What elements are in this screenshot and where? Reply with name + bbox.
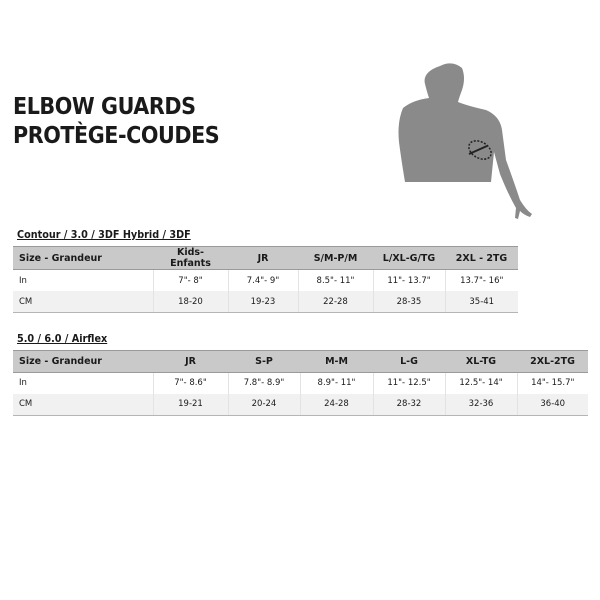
cell: 28-35 bbox=[372, 291, 445, 313]
cell: 32-36 bbox=[444, 393, 517, 416]
title-en: ELBOW GUARDS bbox=[13, 94, 196, 120]
cell: 14"- 15.7" bbox=[516, 372, 588, 394]
cell: 7.4"- 9" bbox=[227, 269, 298, 291]
table-row: CM 18-20 19-23 22-28 28-35 35-41 bbox=[13, 291, 518, 313]
header-cell: L/XL-G/TG bbox=[373, 246, 445, 270]
cell: 18-20 bbox=[152, 291, 228, 313]
header-row: Size - Grandeur Kids-Enfants JR S/M-P/M … bbox=[13, 246, 518, 270]
arm-measurement-figure bbox=[398, 63, 532, 219]
header-cell: L-G bbox=[373, 350, 445, 373]
cell: 12.5"- 14" bbox=[444, 372, 517, 394]
cell: In bbox=[19, 378, 27, 388]
table-row: In 7"- 8.6" 7.8"- 8.9" 8.9"- 11" 11"- 12… bbox=[13, 372, 588, 394]
size-table-contour: Size - Grandeur Kids-Enfants JR S/M-P/M … bbox=[13, 246, 518, 313]
cell: In bbox=[19, 275, 27, 286]
title-fr: PROTÈGE-COUDES bbox=[13, 123, 220, 149]
cell: 7"- 8.6" bbox=[152, 372, 228, 394]
cell: 19-21 bbox=[152, 393, 228, 416]
header-cell: 2XL-2TG bbox=[517, 350, 588, 373]
size-table-airflex: Size - Grandeur JR S-P M-M L-G XL-TG 2XL… bbox=[13, 350, 588, 416]
table-row: CM 19-21 20-24 24-28 28-32 32-36 36-40 bbox=[13, 393, 588, 416]
cell: 22-28 bbox=[297, 291, 373, 313]
header-cell: Kids-Enfants bbox=[153, 246, 228, 270]
cell: 7"- 8" bbox=[152, 269, 228, 291]
table-row: In 7"- 8" 7.4"- 9" 8.5"- 11" 11"- 13.7" … bbox=[13, 269, 518, 291]
header-cell: Size - Grandeur bbox=[13, 350, 153, 373]
cell: 11"- 12.5" bbox=[372, 372, 445, 394]
header-cell: XL-TG bbox=[445, 350, 517, 373]
header-cell: M-M bbox=[300, 350, 373, 373]
cell: 8.9"- 11" bbox=[299, 372, 373, 394]
cell: CM bbox=[13, 291, 153, 313]
cell: 36-40 bbox=[516, 393, 588, 416]
cell: 13.7"- 16" bbox=[444, 269, 518, 291]
header-cell: S-P bbox=[228, 350, 300, 373]
header-cell: S/M-P/M bbox=[298, 246, 373, 270]
cell: 11"- 13.7" bbox=[372, 269, 445, 291]
cell: 28-32 bbox=[372, 393, 445, 416]
header-cell: 2XL - 2TG bbox=[445, 246, 518, 270]
table-title: 5.0 / 6.0 / Airflex bbox=[17, 333, 108, 345]
cell: 35-41 bbox=[444, 291, 518, 313]
cell: 19-23 bbox=[227, 291, 298, 313]
header-cell: Size - Grandeur bbox=[13, 246, 153, 270]
header-row: Size - Grandeur JR S-P M-M L-G XL-TG 2XL… bbox=[13, 350, 588, 373]
cell: 8.5"- 11" bbox=[297, 269, 373, 291]
cell: CM bbox=[13, 393, 153, 416]
header-cell: JR bbox=[228, 246, 298, 270]
cell: 7.8"- 8.9" bbox=[227, 372, 300, 394]
cell: 24-28 bbox=[299, 393, 373, 416]
header-cell: JR bbox=[153, 350, 228, 373]
table-title: Contour / 3.0 / 3DF Hybrid / 3DF bbox=[17, 229, 191, 241]
cell: 20-24 bbox=[227, 393, 300, 416]
